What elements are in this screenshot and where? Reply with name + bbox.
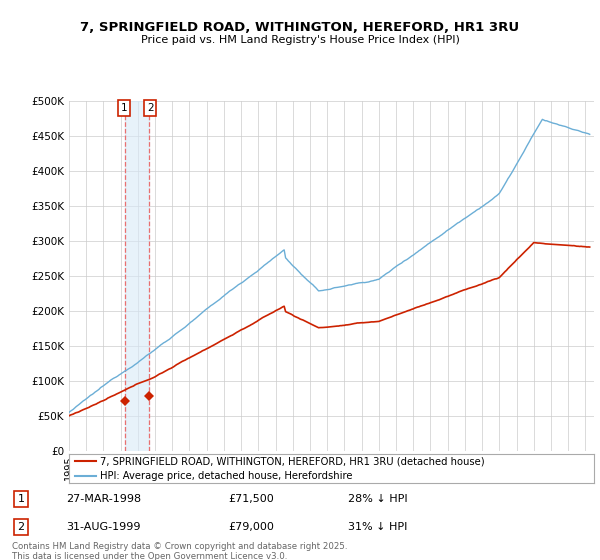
Text: HPI: Average price, detached house, Herefordshire: HPI: Average price, detached house, Here… <box>101 472 353 481</box>
Text: Contains HM Land Registry data © Crown copyright and database right 2025.
This d: Contains HM Land Registry data © Crown c… <box>12 542 347 560</box>
Text: £79,000: £79,000 <box>228 522 274 532</box>
Text: 31-AUG-1999: 31-AUG-1999 <box>66 522 140 532</box>
Text: 7, SPRINGFIELD ROAD, WITHINGTON, HEREFORD, HR1 3RU (detached house): 7, SPRINGFIELD ROAD, WITHINGTON, HEREFOR… <box>101 456 485 466</box>
Text: 2: 2 <box>17 522 25 532</box>
Text: £71,500: £71,500 <box>228 494 274 504</box>
Text: 7, SPRINGFIELD ROAD, WITHINGTON, HEREFORD, HR1 3RU: 7, SPRINGFIELD ROAD, WITHINGTON, HEREFOR… <box>80 21 520 34</box>
Bar <box>125 101 149 451</box>
Text: 2: 2 <box>147 103 154 113</box>
Text: Price paid vs. HM Land Registry's House Price Index (HPI): Price paid vs. HM Land Registry's House … <box>140 35 460 45</box>
Text: 31% ↓ HPI: 31% ↓ HPI <box>348 522 407 532</box>
Text: 1: 1 <box>121 103 127 113</box>
Text: 27-MAR-1998: 27-MAR-1998 <box>66 494 141 504</box>
Text: 28% ↓ HPI: 28% ↓ HPI <box>348 494 407 504</box>
Text: 1: 1 <box>17 494 25 504</box>
